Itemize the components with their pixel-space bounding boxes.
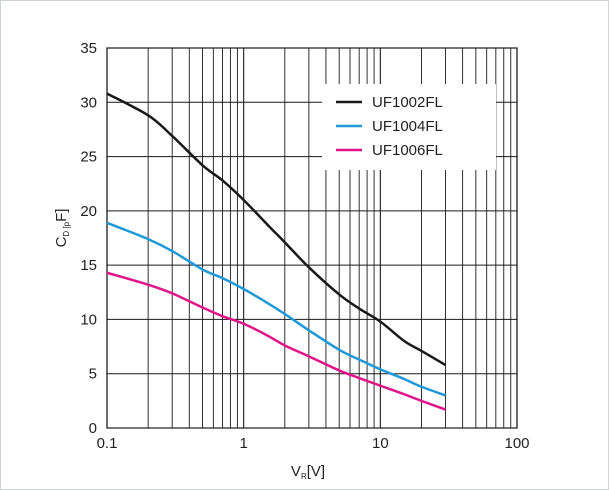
legend-label: UF1002FL xyxy=(372,94,443,111)
series-layer xyxy=(106,92,447,411)
y-tick-label: 15 xyxy=(80,257,97,274)
legend-label: UF1006FL xyxy=(372,142,443,159)
x-tick-label: 1 xyxy=(239,435,247,452)
x-tick-label: 10 xyxy=(372,435,389,452)
legend-label: UF1004FL xyxy=(372,118,443,135)
x-axis-label: VR[V] xyxy=(291,463,325,481)
y-tick-label: 0 xyxy=(89,420,97,437)
y-tick-label: 25 xyxy=(80,149,97,166)
legend: UF1002FL UF1004FL UF1006FL xyxy=(322,84,496,170)
tick-labels: 0.1 1 10 100 0 5 10 15 20 25 30 35 xyxy=(80,40,529,452)
y-axis-label: CD [pF] xyxy=(53,209,71,248)
series-line xyxy=(106,92,447,367)
x-tick-label: 0.1 xyxy=(97,435,118,452)
y-tick-label: 30 xyxy=(80,94,97,111)
y-tick-label: 5 xyxy=(89,366,97,383)
y-tick-label: 10 xyxy=(80,311,97,328)
series-line xyxy=(106,271,446,411)
y-tick-label: 20 xyxy=(80,203,97,220)
y-tick-label: 35 xyxy=(80,40,97,57)
plot-border xyxy=(106,47,518,429)
x-tick-label: 100 xyxy=(504,435,529,452)
series-line xyxy=(106,221,446,397)
